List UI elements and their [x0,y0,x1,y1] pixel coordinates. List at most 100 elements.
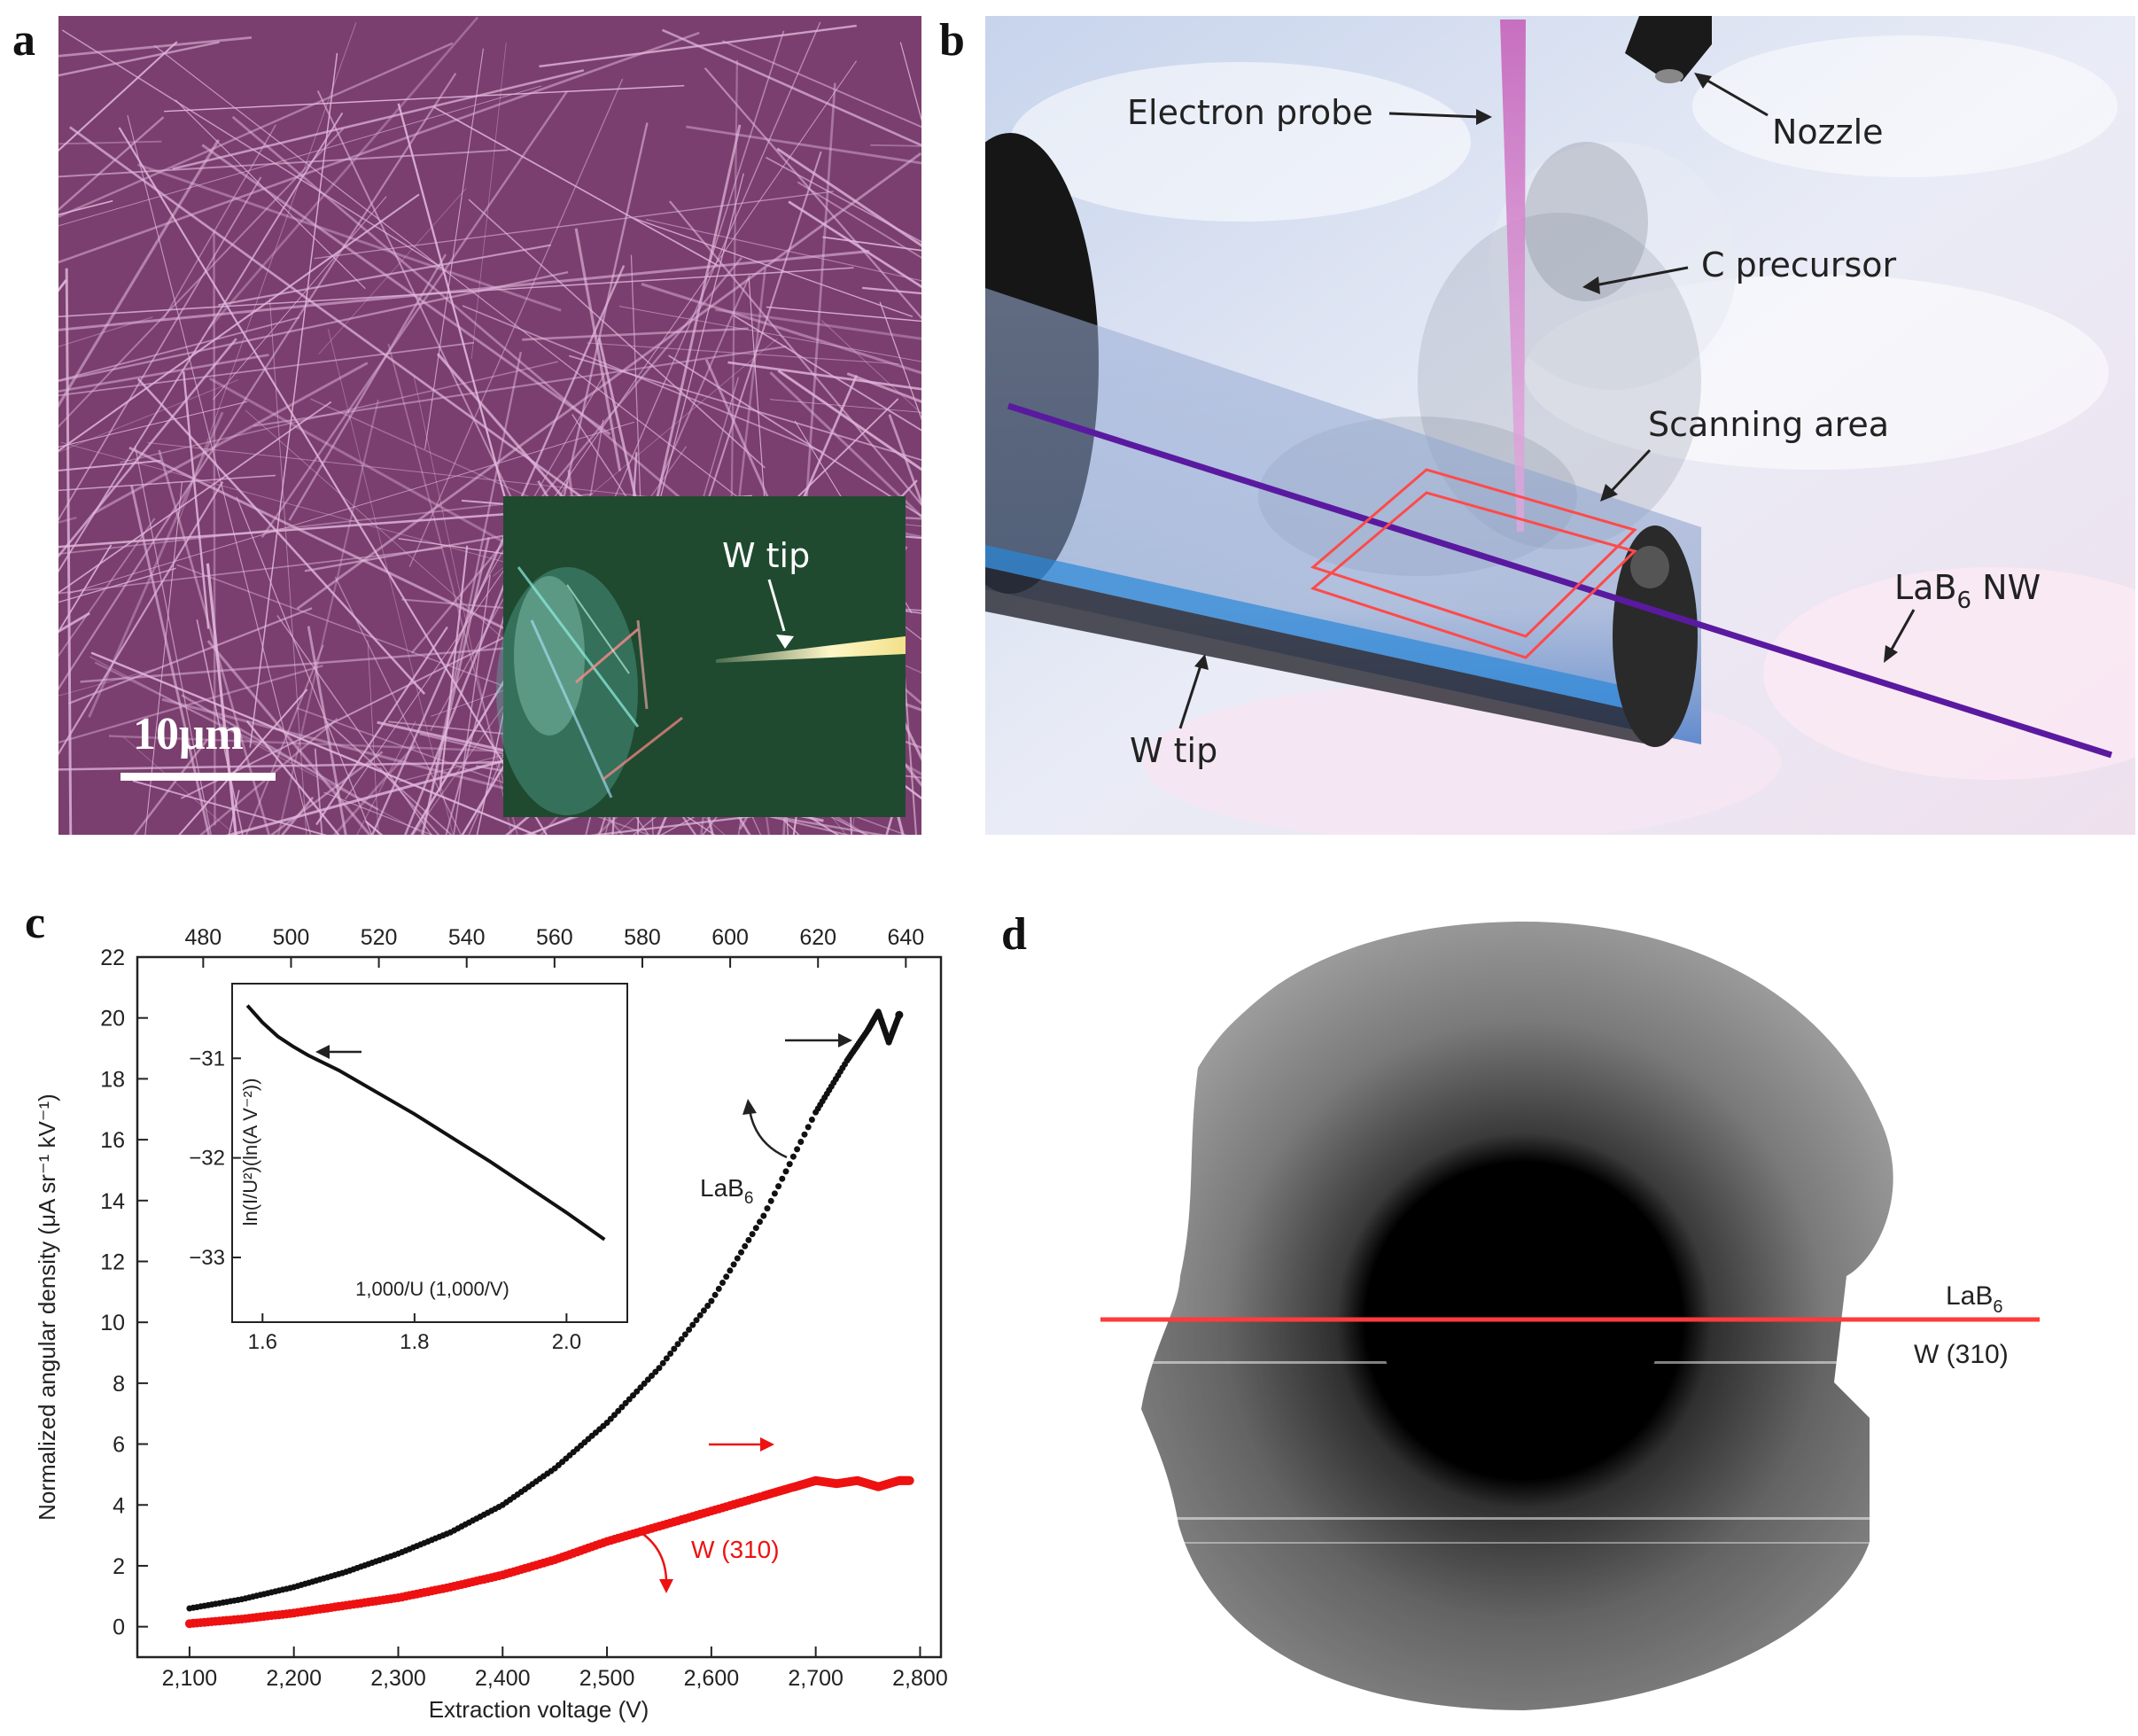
w310-point [274,1610,284,1620]
nanowire-fiber [387,343,518,835]
lab6-point [767,1197,774,1204]
lab6-point [782,1168,789,1175]
nanowire-fiber [661,28,921,147]
nanowire-fiber [421,537,490,835]
w310-point [692,1511,701,1520]
w310-point [706,1506,716,1516]
scale-bar [121,773,276,781]
nanowire-fiber [58,459,161,471]
nanowire-fiber [700,268,766,835]
w310-point [192,1618,202,1628]
top-x-tick-label: 640 [887,925,924,950]
nanowire-fiber [722,40,921,128]
w310-point [442,1583,452,1592]
lab6-point [406,1545,413,1553]
nanowire-fiber [632,642,868,835]
nanowire-fiber [177,22,357,525]
lab6-point [611,1412,618,1419]
w310-point [400,1592,410,1601]
plot-frame [136,955,943,1659]
nanowire-fiber [641,282,921,375]
w310-point [307,1606,317,1615]
top-x-tick-label: 500 [273,925,310,950]
nanowire-fiber [58,379,239,453]
nanowire-fiber [540,803,571,835]
nanowire-fiber [58,112,344,573]
y-tick-label: 22 [100,946,125,970]
nanowire-fiber [537,480,751,835]
scale-bar-label: 10μm [133,709,244,759]
lab6-point [555,1461,562,1468]
nanowire-fiber [245,409,726,835]
nanowire-fiber [587,342,899,365]
lab6-point [205,1601,212,1608]
lab6-point [656,1365,663,1372]
nanowire-fiber [401,598,801,634]
nanowire-fiber [610,398,899,681]
nanowire-fiber [133,738,209,835]
inset-w-tip-label: W tip [722,536,810,575]
w310-point [184,1619,194,1629]
nanowire-fiber [667,608,921,800]
lab6-point [630,1392,636,1399]
lab6-point [372,1558,379,1565]
w310-point [569,1548,579,1558]
nanowire-fiber [765,788,840,835]
lab6-point [559,1459,566,1466]
w310-point [345,1600,354,1609]
lab6-point [874,1011,881,1018]
w310-point [498,1570,508,1580]
lab6-point [272,1588,279,1595]
w310-point [904,1475,913,1485]
lab6-point [283,1585,290,1592]
nanowire-fiber [522,327,749,341]
nanowire-fiber [315,626,448,826]
w310-point [711,1505,720,1514]
y-tick-label: 4 [113,1493,125,1518]
lab6-point [852,1044,859,1051]
nanowire-fiber [58,665,323,744]
w310-point [779,1485,789,1495]
nanowire-fiber [634,748,697,835]
w310-point [330,1602,339,1612]
nanowire-fiber [468,199,766,469]
lab6-point [212,1600,219,1608]
nanowire-fiber [879,301,921,421]
nanowire-fiber [58,517,77,524]
lab6-point [884,1037,891,1044]
w-tip-cone [985,288,1701,744]
lab6-point [517,1489,525,1495]
lab6-point [600,1422,607,1429]
nanowire-fiber [172,69,585,170]
lab6-point [447,1529,454,1536]
w310-point [494,1571,504,1581]
nanowire-fiber [851,627,879,835]
w310-point [837,1478,847,1488]
w310-point [860,1478,870,1488]
nanowire-fiber [130,485,211,835]
w310-point [341,1600,351,1610]
w310-point [797,1480,807,1490]
lab6-point [826,1086,833,1094]
lab6-point [301,1580,308,1587]
nanowire-fiber [58,116,165,212]
w310-point [640,1526,649,1536]
nanowire-fiber [408,78,624,567]
lab6-point [877,1015,884,1022]
nanowire-fiber [175,99,366,290]
nanowire-fiber [58,73,457,691]
nanowire-fiber [58,474,276,492]
nanowire-fiber [738,546,908,830]
lab6-point [216,1600,223,1607]
w310-point [382,1594,392,1604]
lab6-point [872,1014,879,1021]
nanowire-fiber [378,767,440,835]
w310-point [848,1476,858,1486]
nanowire-fiber [196,619,244,835]
w310-point [270,1610,280,1620]
nanowire-fiber [58,493,594,555]
nanowire-fiber [704,67,921,320]
nanowire-fiber [822,236,921,252]
nanowire-fiber [58,316,300,382]
